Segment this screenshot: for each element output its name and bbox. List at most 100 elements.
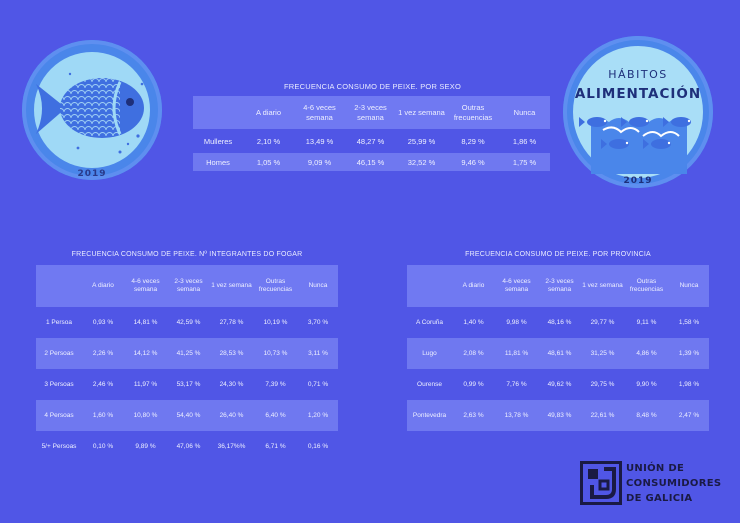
logo-line: CONSUMIDORES bbox=[626, 478, 722, 489]
cell: 0,71 % bbox=[307, 381, 329, 388]
column-header: 2-3 veces semana bbox=[167, 265, 210, 307]
row-label: 1 Persoa bbox=[45, 319, 73, 326]
column-header: A diario bbox=[243, 96, 294, 129]
cell: 49,83 % bbox=[538, 400, 581, 431]
row-label: Lugo bbox=[407, 338, 452, 369]
cell: 1,86 % bbox=[512, 136, 537, 146]
cell: 10,80 % bbox=[124, 400, 167, 431]
column-header: Nunca bbox=[298, 265, 338, 307]
cell: 2,10 % bbox=[256, 136, 281, 146]
cell: 1,75 % bbox=[499, 153, 550, 171]
cell: 36,17%% bbox=[217, 443, 246, 450]
cell: 8,48 % bbox=[624, 400, 669, 431]
table-row: Ourense 0,99 % 7,76 % 49,62 % 29,75 % 9,… bbox=[407, 369, 709, 400]
row-label: Mulleres bbox=[203, 136, 233, 146]
logo-line: UNIÓN DE bbox=[626, 463, 685, 474]
cell: 22,61 % bbox=[581, 400, 624, 431]
cell: 11,81 % bbox=[495, 338, 538, 369]
row-label: Homes bbox=[193, 153, 243, 171]
column-header: Nunca bbox=[499, 96, 550, 129]
cell: 10,73 % bbox=[253, 338, 298, 369]
cell: 2,26 % bbox=[82, 338, 124, 369]
cell: 3,70 % bbox=[307, 319, 329, 326]
cell: 47,06 % bbox=[176, 443, 201, 450]
cell: 0,99 % bbox=[463, 381, 484, 388]
column-header: 1 vez semana bbox=[396, 96, 447, 129]
header-blank bbox=[193, 96, 243, 129]
cell: 1,58 % bbox=[678, 319, 700, 326]
cell: 13,49 % bbox=[305, 136, 334, 146]
cell: 3,11 % bbox=[298, 338, 338, 369]
badge-title-line2: ALIMENTACIÓN bbox=[574, 86, 702, 102]
cell: 2,63 % bbox=[452, 400, 495, 431]
cell: 11,97 % bbox=[133, 381, 158, 388]
badge-year: 2019 bbox=[623, 176, 653, 186]
cell: 2,46 % bbox=[92, 381, 114, 388]
cell: 9,98 % bbox=[506, 319, 527, 326]
table-row: 3 Persoas 2,46 % 11,97 % 53,17 % 24,30 %… bbox=[36, 369, 338, 400]
cell: 9,11 % bbox=[636, 319, 657, 326]
cell: 28,53 % bbox=[210, 338, 253, 369]
cell: 25,99 % bbox=[407, 136, 436, 146]
table-row: Pontevedra 2,63 % 13,78 % 49,83 % 22,61 … bbox=[407, 400, 709, 431]
table-row: Lugo 2,08 % 11,81 % 48,61 % 31,25 % 4,86… bbox=[407, 338, 709, 369]
row-label: 2 Persoas bbox=[36, 338, 82, 369]
fish-school-icon bbox=[579, 117, 691, 174]
cell: 9,90 % bbox=[636, 381, 657, 388]
row-label: A Coruña bbox=[415, 319, 444, 326]
cell: 26,40 % bbox=[210, 400, 253, 431]
cell: 10,19 % bbox=[263, 319, 288, 326]
badge-title-line1: HÁBITOS bbox=[608, 68, 668, 81]
cell: 14,12 % bbox=[124, 338, 167, 369]
cell: 1,05 % bbox=[243, 153, 294, 171]
row-label: Pontevedra bbox=[407, 400, 452, 431]
column-header: 4-6 veces semana bbox=[124, 265, 167, 307]
cell: 27,78 % bbox=[219, 319, 244, 326]
cell: 2,47 % bbox=[669, 400, 709, 431]
column-header: 4-6 veces semana bbox=[495, 265, 538, 307]
row-label: 3 Persoas bbox=[44, 381, 74, 388]
table-row: Homes 1,05 % 9,09 % 46,15 % 32,52 % 9,46… bbox=[193, 153, 550, 171]
table-provincia-title: FRECUENCIA CONSUMO DE PEIXE. POR PROVINC… bbox=[465, 251, 651, 258]
row-label: 5/+ Persoas bbox=[41, 443, 77, 450]
column-header: 2-3 veces semana bbox=[538, 265, 581, 307]
cell: 29,75 % bbox=[590, 381, 615, 388]
cell: 42,59 % bbox=[176, 319, 201, 326]
column-header: 1 vez semana bbox=[210, 265, 253, 307]
table-row: 4 Persoas 1,60 % 10,80 % 54,40 % 26,40 %… bbox=[36, 400, 338, 431]
table-fogar: A diario 4-6 veces semana 2-3 veces sema… bbox=[36, 265, 338, 462]
table-header: A diario 4-6 veces semana 2-3 veces sema… bbox=[407, 265, 709, 307]
column-header: A diario bbox=[452, 265, 495, 307]
table-row: 1 Persoa 0,93 % 14,81 % 42,59 % 27,78 % … bbox=[36, 307, 338, 338]
habitos-badge: HÁBITOS ALIMENTACIÓN 2019 bbox=[563, 36, 713, 188]
cell: 9,46 % bbox=[447, 153, 499, 171]
cell: 1,20 % bbox=[298, 400, 338, 431]
cell: 31,25 % bbox=[581, 338, 624, 369]
cell: 24,30 % bbox=[219, 381, 244, 388]
cell: 54,40 % bbox=[167, 400, 210, 431]
cell: 41,25 % bbox=[167, 338, 210, 369]
cell: 1,39 % bbox=[669, 338, 709, 369]
column-header: Outras frecuencias bbox=[624, 265, 669, 307]
cell: 32,52 % bbox=[396, 153, 447, 171]
cell: 0,16 % bbox=[307, 443, 329, 450]
ucg-logo-text: UNIÓN DE CONSUMIDORES DE GALICIA bbox=[626, 461, 721, 506]
column-header: 2-3 veces semana bbox=[345, 96, 396, 129]
cell: 48,27 % bbox=[356, 136, 385, 146]
row-label: Ourense bbox=[417, 381, 442, 388]
cell: 7,39 % bbox=[265, 381, 286, 388]
column-header: Outras frecuencias bbox=[447, 96, 499, 129]
column-header: 1 vez semana bbox=[581, 265, 624, 307]
column-header: Nunca bbox=[669, 265, 709, 307]
badge-year: 2019 bbox=[77, 169, 107, 179]
row-label: 4 Persoas bbox=[36, 400, 82, 431]
cell: 9,89 % bbox=[135, 443, 156, 450]
ucg-logo-icon bbox=[580, 461, 622, 505]
cell: 1,40 % bbox=[463, 319, 484, 326]
header-blank bbox=[407, 265, 452, 307]
cell: 48,16 % bbox=[547, 319, 572, 326]
table-row: Mulleres 2,10 % 13,49 % 48,27 % 25,99 % … bbox=[193, 132, 550, 150]
cell: 8,29 % bbox=[461, 136, 485, 146]
column-header: A diario bbox=[82, 265, 124, 307]
cell: 7,76 % bbox=[506, 381, 527, 388]
